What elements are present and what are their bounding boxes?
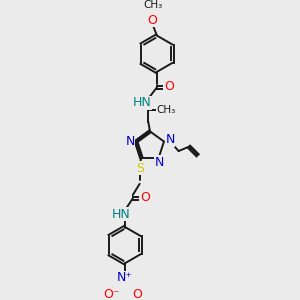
Text: O: O: [132, 288, 142, 300]
Text: N: N: [155, 156, 164, 169]
Text: O: O: [140, 191, 150, 204]
Text: N: N: [165, 133, 175, 146]
Text: N: N: [125, 135, 135, 148]
Text: CH₃: CH₃: [143, 0, 162, 11]
Text: HN: HN: [133, 96, 152, 110]
Text: O: O: [164, 80, 174, 93]
Text: O: O: [148, 14, 158, 26]
Text: N⁺: N⁺: [117, 272, 133, 284]
Text: HN: HN: [111, 208, 130, 220]
Text: O⁻: O⁻: [103, 288, 119, 300]
Text: CH₃: CH₃: [157, 105, 176, 115]
Text: S: S: [136, 162, 144, 175]
